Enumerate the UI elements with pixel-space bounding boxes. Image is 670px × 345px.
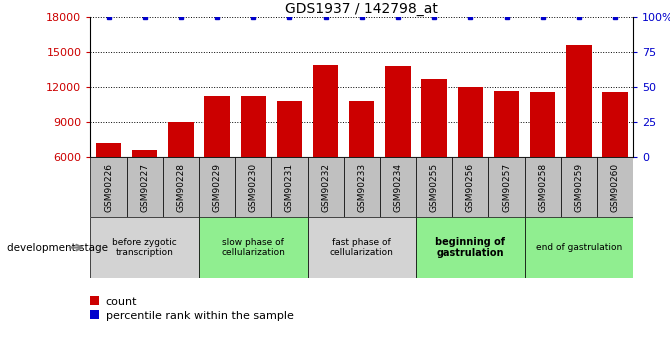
Text: GSM90232: GSM90232 — [321, 162, 330, 212]
Bar — [525, 157, 561, 217]
Text: GSM90234: GSM90234 — [393, 162, 403, 212]
Text: GSM90257: GSM90257 — [502, 162, 511, 212]
Bar — [241, 96, 266, 227]
Text: GSM90255: GSM90255 — [429, 162, 439, 212]
Bar — [452, 157, 488, 217]
Bar — [199, 217, 308, 278]
Bar — [525, 217, 633, 278]
Bar — [597, 157, 633, 217]
Bar — [199, 157, 235, 217]
Text: fast phase of
cellularization: fast phase of cellularization — [330, 238, 394, 257]
Bar — [96, 143, 121, 227]
Bar — [530, 92, 555, 227]
Bar — [458, 87, 483, 227]
Text: GSM90259: GSM90259 — [574, 162, 584, 212]
Bar — [385, 66, 411, 227]
Bar — [416, 157, 452, 217]
Bar — [127, 157, 163, 217]
Text: GSM90229: GSM90229 — [212, 162, 222, 212]
Bar — [90, 217, 199, 278]
Bar — [380, 157, 416, 217]
Bar — [90, 157, 127, 217]
Bar — [313, 65, 338, 227]
Bar — [308, 217, 416, 278]
Text: development stage: development stage — [7, 243, 108, 253]
Bar — [235, 157, 271, 217]
Text: GSM90231: GSM90231 — [285, 162, 294, 212]
Bar — [163, 157, 199, 217]
Text: GSM90226: GSM90226 — [104, 162, 113, 212]
Text: GSM90258: GSM90258 — [538, 162, 547, 212]
Bar — [416, 217, 525, 278]
Text: GSM90260: GSM90260 — [610, 162, 620, 212]
Text: GSM90228: GSM90228 — [176, 162, 186, 212]
Text: GSM90233: GSM90233 — [357, 162, 366, 212]
Text: GSM90227: GSM90227 — [140, 162, 149, 212]
Text: before zygotic
transcription: before zygotic transcription — [113, 238, 177, 257]
Text: beginning of
gastrulation: beginning of gastrulation — [436, 237, 505, 258]
Bar — [421, 79, 447, 227]
Bar — [277, 101, 302, 227]
Bar — [132, 150, 157, 227]
Bar — [602, 92, 628, 227]
Text: GSM90230: GSM90230 — [249, 162, 258, 212]
Text: percentile rank within the sample: percentile rank within the sample — [106, 311, 293, 321]
Bar — [566, 45, 592, 227]
Bar — [90, 296, 99, 305]
Bar — [494, 91, 519, 227]
Text: count: count — [106, 297, 137, 307]
Bar — [488, 157, 525, 217]
Bar — [168, 122, 194, 227]
Text: slow phase of
cellularization: slow phase of cellularization — [221, 238, 285, 257]
Bar — [90, 310, 99, 319]
Bar — [204, 96, 230, 227]
Title: GDS1937 / 142798_at: GDS1937 / 142798_at — [285, 2, 438, 16]
Bar — [349, 101, 375, 227]
Text: GSM90256: GSM90256 — [466, 162, 475, 212]
Bar — [308, 157, 344, 217]
Bar — [561, 157, 597, 217]
Bar — [271, 157, 308, 217]
Bar — [344, 157, 380, 217]
Text: end of gastrulation: end of gastrulation — [536, 243, 622, 252]
